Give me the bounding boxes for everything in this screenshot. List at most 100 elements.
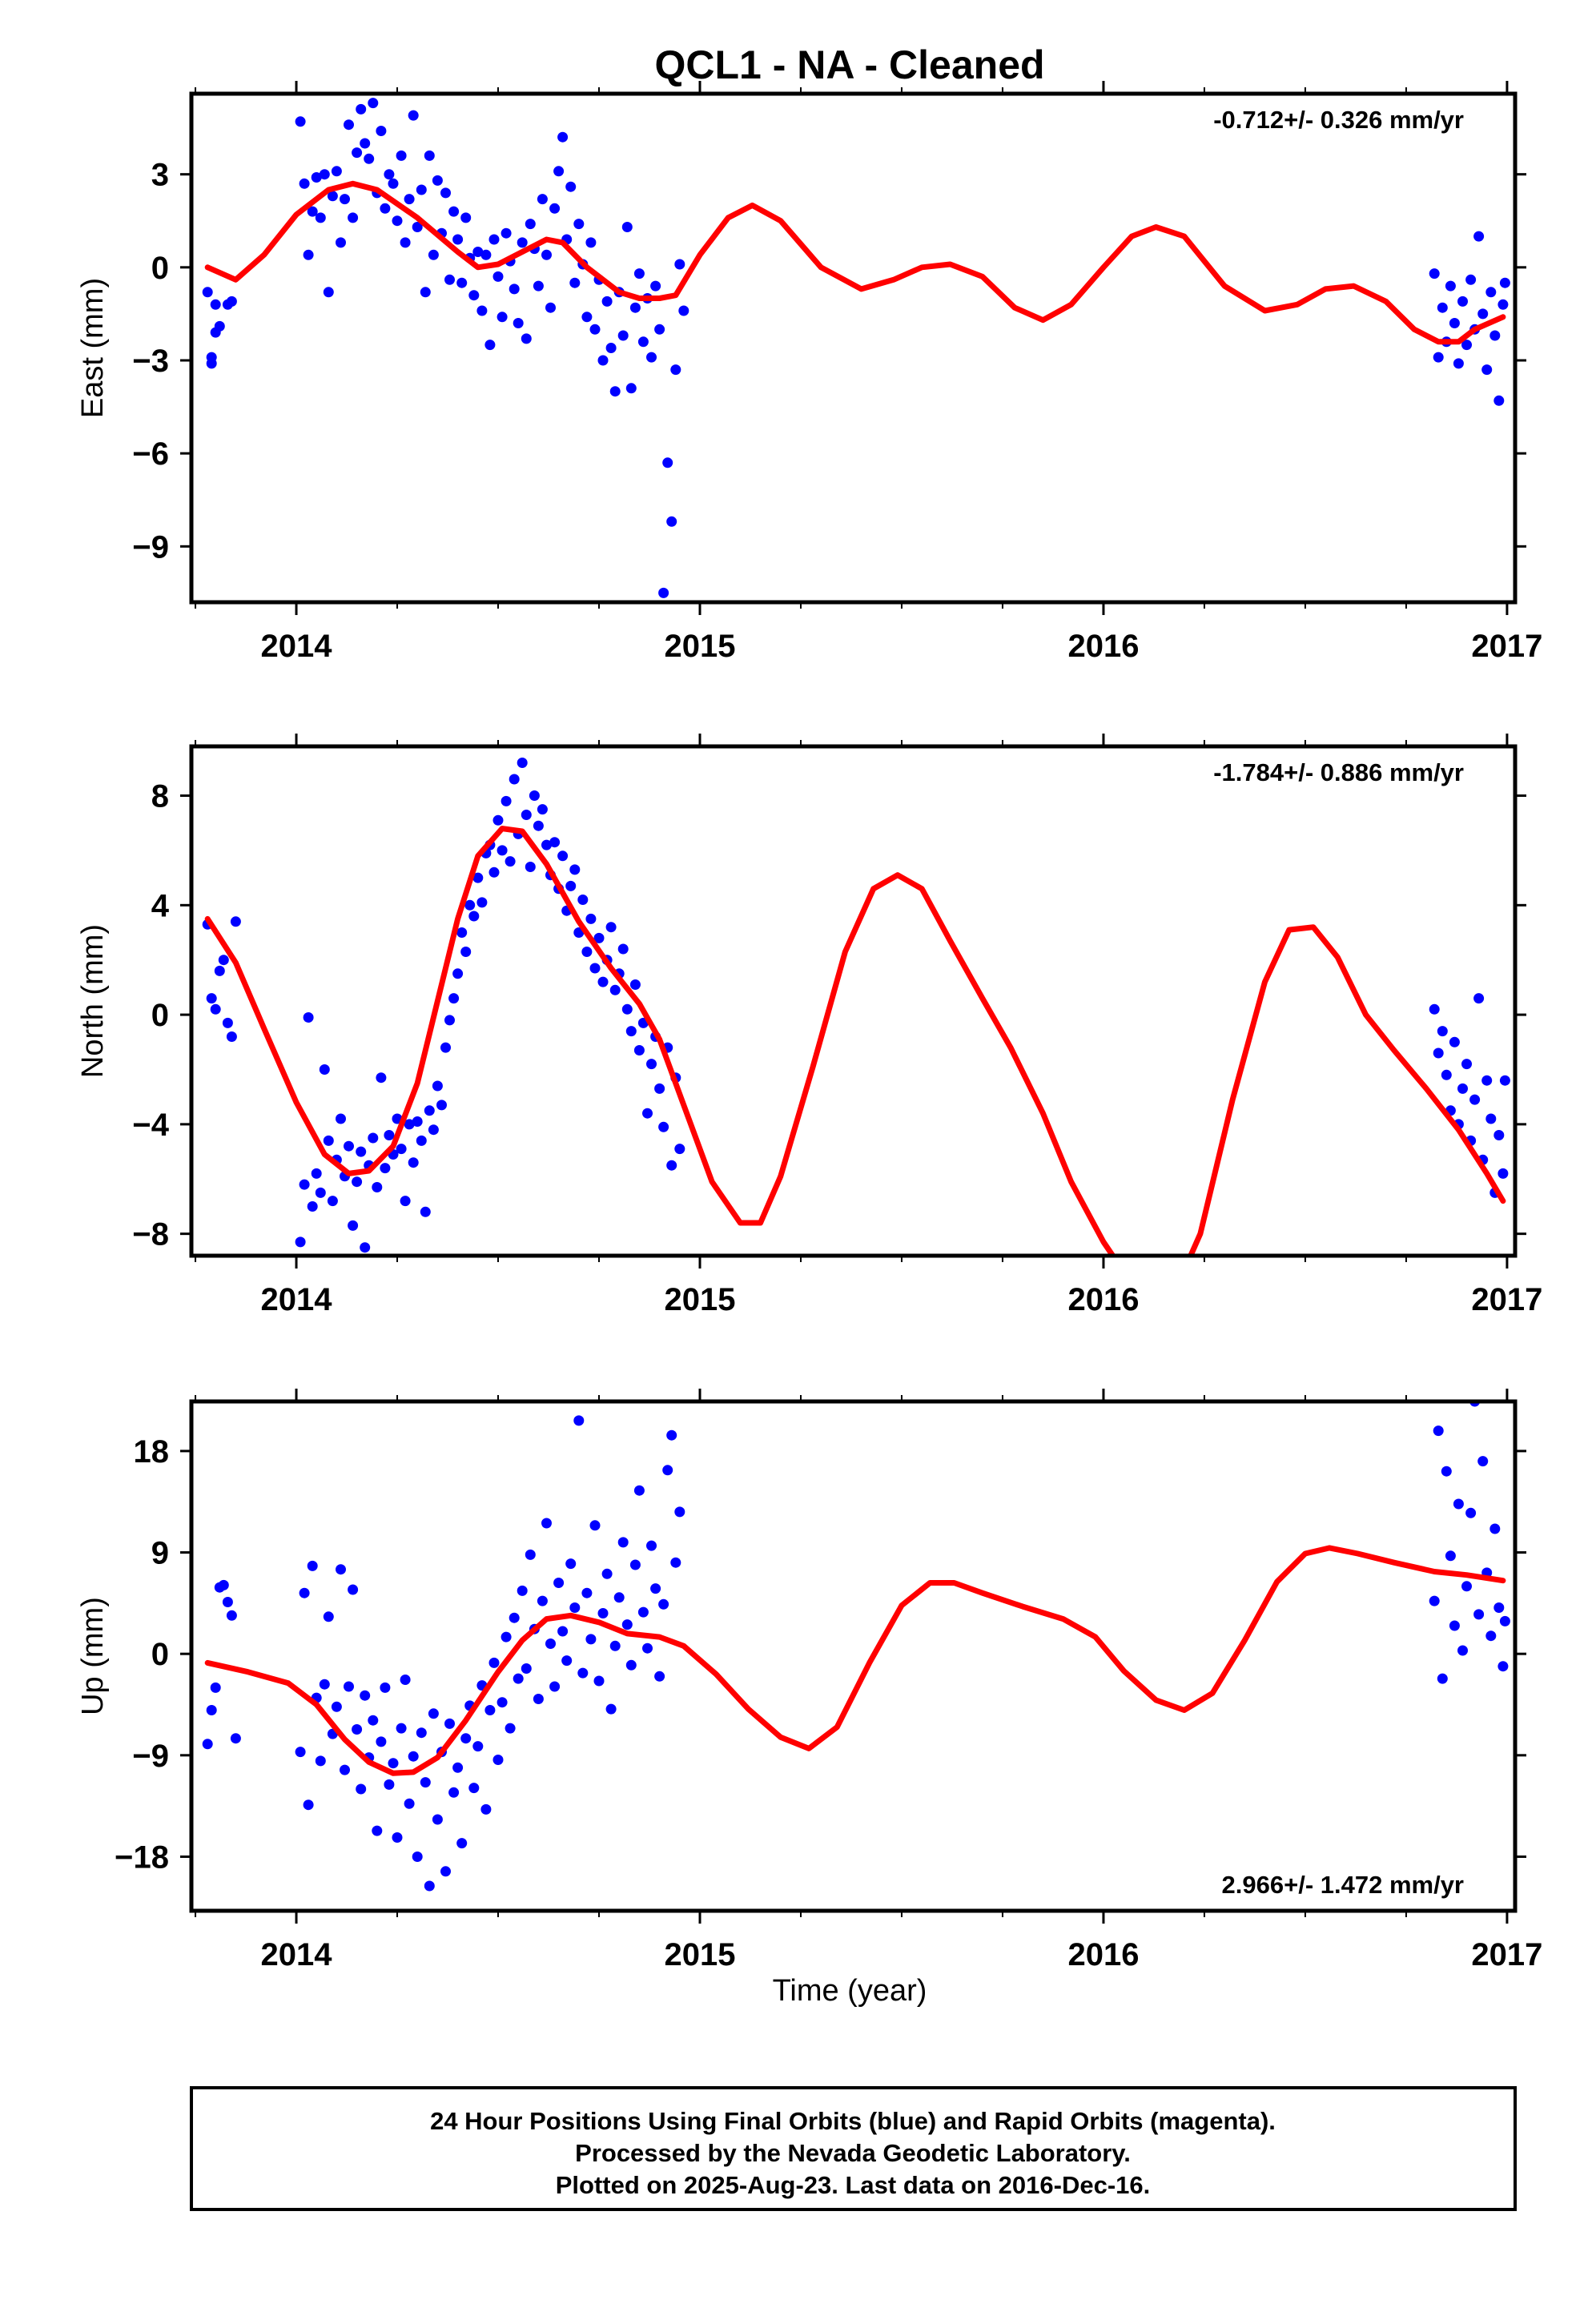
data-point [456, 277, 468, 288]
data-point [315, 212, 326, 223]
data-point [360, 1690, 371, 1701]
data-point [1498, 1168, 1509, 1179]
data-point [1457, 1645, 1468, 1656]
data-point [206, 358, 217, 369]
data-point [420, 1777, 431, 1788]
data-point [637, 336, 649, 348]
data-point [295, 1747, 306, 1758]
data-point [299, 1179, 310, 1190]
data-point [384, 1779, 395, 1790]
data-point [537, 804, 548, 815]
data-point [1499, 1615, 1510, 1626]
data-point [319, 1679, 330, 1690]
data-point [529, 790, 540, 801]
data-point [525, 1549, 536, 1560]
data-point [344, 1681, 354, 1692]
data-point [432, 1080, 443, 1092]
data-point [549, 1681, 561, 1692]
data-point [1485, 1113, 1497, 1124]
data-point [210, 1003, 221, 1015]
data-point [658, 587, 669, 598]
data-point [513, 1673, 524, 1684]
data-point [654, 1083, 665, 1094]
data-point [625, 383, 637, 394]
data-point [1461, 340, 1472, 351]
data-point [585, 913, 597, 924]
data-point [1481, 1075, 1493, 1086]
data-point [597, 976, 609, 987]
data-point [319, 169, 330, 180]
data-point [396, 150, 407, 161]
data-point [617, 1537, 629, 1548]
data-point [344, 119, 354, 131]
data-point [650, 1583, 661, 1594]
data-point [1449, 1036, 1460, 1047]
data-point [613, 1592, 625, 1603]
data-point [662, 457, 673, 468]
data-point [617, 943, 629, 955]
x-tick-label: 2015 [665, 1937, 736, 1972]
data-point [501, 795, 512, 806]
y-tick-label: −9 [132, 1739, 169, 1774]
data-point [432, 175, 443, 186]
data-point [505, 1723, 516, 1734]
data-point [1441, 1069, 1452, 1080]
north-y-axis-label: North (mm) [76, 924, 110, 1078]
data-point [222, 1597, 233, 1607]
data-point [557, 131, 569, 143]
data-point [585, 1634, 597, 1645]
data-point [521, 810, 532, 820]
data-point [202, 1739, 213, 1750]
data-point [420, 287, 431, 298]
data-point [384, 169, 395, 180]
data-point [577, 895, 589, 905]
data-point [303, 1012, 314, 1023]
data-point [513, 318, 524, 328]
data-point [666, 1429, 677, 1441]
y-tick-label: 0 [151, 1637, 169, 1672]
data-point [1481, 364, 1493, 376]
data-point [488, 866, 500, 878]
data-point [553, 166, 565, 177]
data-point [448, 1787, 460, 1798]
north-fit-line [204, 826, 1506, 1256]
data-point [1465, 274, 1477, 285]
data-point [416, 1727, 427, 1739]
data-point [376, 1736, 387, 1747]
data-point [1433, 352, 1444, 363]
data-point [468, 1783, 480, 1794]
data-point [336, 1564, 346, 1575]
data-point [432, 1814, 443, 1825]
data-point [448, 993, 460, 1004]
data-point [400, 237, 411, 248]
data-point [392, 215, 403, 227]
data-point [492, 1755, 504, 1765]
data-point [609, 984, 621, 995]
data-point [340, 194, 350, 205]
data-point [561, 1655, 573, 1667]
data-point [581, 1587, 593, 1598]
data-point [646, 352, 657, 363]
data-point [646, 1059, 657, 1070]
data-point [214, 320, 225, 332]
data-point [368, 1132, 379, 1144]
data-point [501, 1631, 512, 1642]
data-point [537, 194, 548, 205]
data-point [222, 1017, 233, 1028]
data-point [484, 340, 496, 351]
data-point [331, 1701, 342, 1712]
data-point [392, 1832, 403, 1843]
data-point [1485, 1630, 1497, 1642]
data-point [348, 1584, 359, 1595]
data-point [525, 862, 536, 872]
y-tick-label: −6 [132, 436, 169, 472]
data-point [601, 1568, 613, 1579]
data-point [1493, 1130, 1505, 1140]
data-point [295, 116, 306, 127]
footer-line-3: Plotted on 2025-Aug-23. Last data on 201… [556, 2171, 1151, 2199]
data-point [1489, 330, 1501, 341]
data-point [340, 1764, 350, 1775]
data-point [509, 283, 520, 295]
data-point [218, 955, 229, 966]
